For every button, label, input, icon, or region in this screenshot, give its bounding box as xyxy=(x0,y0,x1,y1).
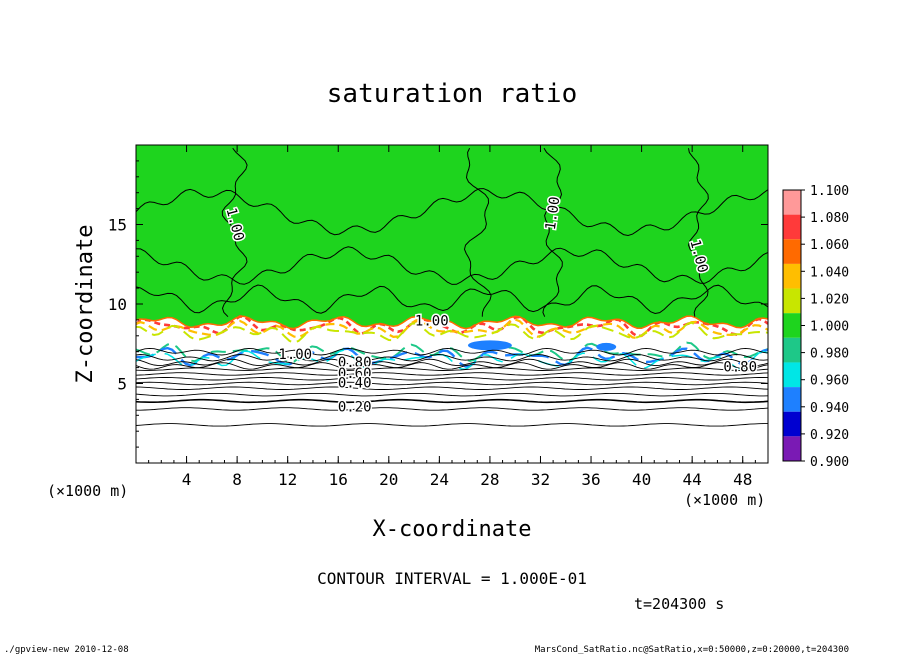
contour-label: 0.80 xyxy=(723,360,757,376)
chart-title: saturation ratio xyxy=(327,79,577,109)
x-tick-label: 32 xyxy=(531,470,550,489)
contour-label: 1.00 xyxy=(278,347,312,363)
colorbar-swatch xyxy=(783,362,801,388)
transition-band xyxy=(136,321,768,344)
contour-label: 0.40 xyxy=(338,376,372,392)
contour-label: 0.20 xyxy=(338,399,372,415)
contour-label: 0.80 xyxy=(338,355,372,371)
colorbar-label: 0.900 xyxy=(810,455,849,470)
colorbar-swatch xyxy=(783,411,801,437)
colorbar-label: 0.980 xyxy=(810,347,849,362)
colorbar: 1.100 1.080 1.060 1.040 1.020 1.000 0.980 0.960… xyxy=(782,184,849,470)
colorbar-swatch xyxy=(783,190,801,215)
colorbar-label: 0.920 xyxy=(810,428,849,443)
colorbar-label: 1.040 xyxy=(810,265,849,280)
contour-line xyxy=(221,147,248,318)
footer-left: ./gpview-new 2010-12-08 xyxy=(4,645,129,654)
colorbar-label: 1.020 xyxy=(810,292,849,307)
contour-line xyxy=(136,372,768,376)
contour-line xyxy=(136,284,768,315)
contour-line xyxy=(463,147,492,317)
colorbar-swatch xyxy=(783,313,801,338)
contour-line xyxy=(136,246,768,285)
x-tick-label: 40 xyxy=(632,470,651,489)
x-tick-label: 36 xyxy=(581,470,600,489)
contour-line xyxy=(136,362,768,370)
colorbar-label: 1.000 xyxy=(810,320,849,335)
x-axis-label: X-coordinate xyxy=(373,517,532,542)
x-tick-label: 24 xyxy=(430,470,449,489)
x-tick-label: 12 xyxy=(278,470,297,489)
y-axis-label: Z-coordinate xyxy=(73,225,98,384)
subsaturation-patch xyxy=(596,342,617,351)
colorbar-swatch xyxy=(783,263,801,289)
contour-label: 1.00 xyxy=(543,196,564,232)
saturated-region xyxy=(136,145,768,329)
colorbar-swatch xyxy=(783,387,801,412)
contour-line xyxy=(136,367,768,371)
contour-line xyxy=(136,386,768,390)
colorbar-label: 1.060 xyxy=(810,238,849,253)
contour-line xyxy=(136,392,768,397)
contour-line xyxy=(136,347,768,356)
colorbar-swatch xyxy=(783,239,801,264)
contour-interval: CONTOUR INTERVAL = 1.000E-01 xyxy=(317,569,587,588)
colorbar-swatch xyxy=(783,288,801,314)
saturation-field xyxy=(136,145,768,427)
colorbar-swatch xyxy=(783,214,801,240)
x-unit-right: (×1000 m) xyxy=(684,491,765,509)
y-tick-label: 5 xyxy=(117,375,127,394)
saturation-boundary xyxy=(136,315,768,330)
transition-band xyxy=(136,349,768,370)
colorbar-swatch xyxy=(783,436,801,461)
contour-line xyxy=(136,188,768,237)
contour-line xyxy=(136,381,768,386)
contour-line xyxy=(136,358,768,367)
x-tick-label: 28 xyxy=(480,470,499,489)
contour-line xyxy=(542,147,563,317)
colorbar-label: 0.960 xyxy=(810,374,849,389)
y-axis: 5 10 15 xyxy=(108,144,768,464)
colorbar-label: 1.080 xyxy=(810,211,849,226)
footer-right: MarsCond_SatRatio.nc@SatRatio,x=0:50000,… xyxy=(535,645,849,654)
x-tick-label: 4 xyxy=(182,470,192,489)
x-tick-label: 16 xyxy=(329,470,348,489)
colorbar-swatch xyxy=(783,337,801,363)
contour-line xyxy=(136,377,768,381)
contour-line xyxy=(136,354,768,362)
contour-line xyxy=(136,398,768,404)
x-axis: 4 8 12 16 20 24 28 32 36 40 44 48 xyxy=(135,145,769,489)
contour-line xyxy=(136,423,768,427)
y-tick-label: 10 xyxy=(108,295,127,314)
x-tick-label: 8 xyxy=(232,470,242,489)
contour-label: 0.60 xyxy=(338,366,372,382)
y-tick-label: 15 xyxy=(108,216,127,235)
colorbar-label: 0.940 xyxy=(810,401,849,416)
contour-line xyxy=(136,407,768,411)
time-label: t=204300 s xyxy=(634,595,724,613)
colorbar-label: 1.100 xyxy=(810,184,849,199)
plot-area: 1.00 1.001.001.001.00 0.800.600.400.200.80 xyxy=(135,144,769,464)
x-tick-label: 44 xyxy=(683,470,702,489)
contour-line xyxy=(687,148,709,317)
x-tick-label: 20 xyxy=(379,470,398,489)
x-tick-label: 48 xyxy=(733,470,752,489)
contour-label: 1.00 xyxy=(415,313,449,329)
x-unit-left: (×1000 m) xyxy=(47,482,128,500)
subsaturation-patch xyxy=(467,340,512,351)
transition-band xyxy=(136,318,768,340)
